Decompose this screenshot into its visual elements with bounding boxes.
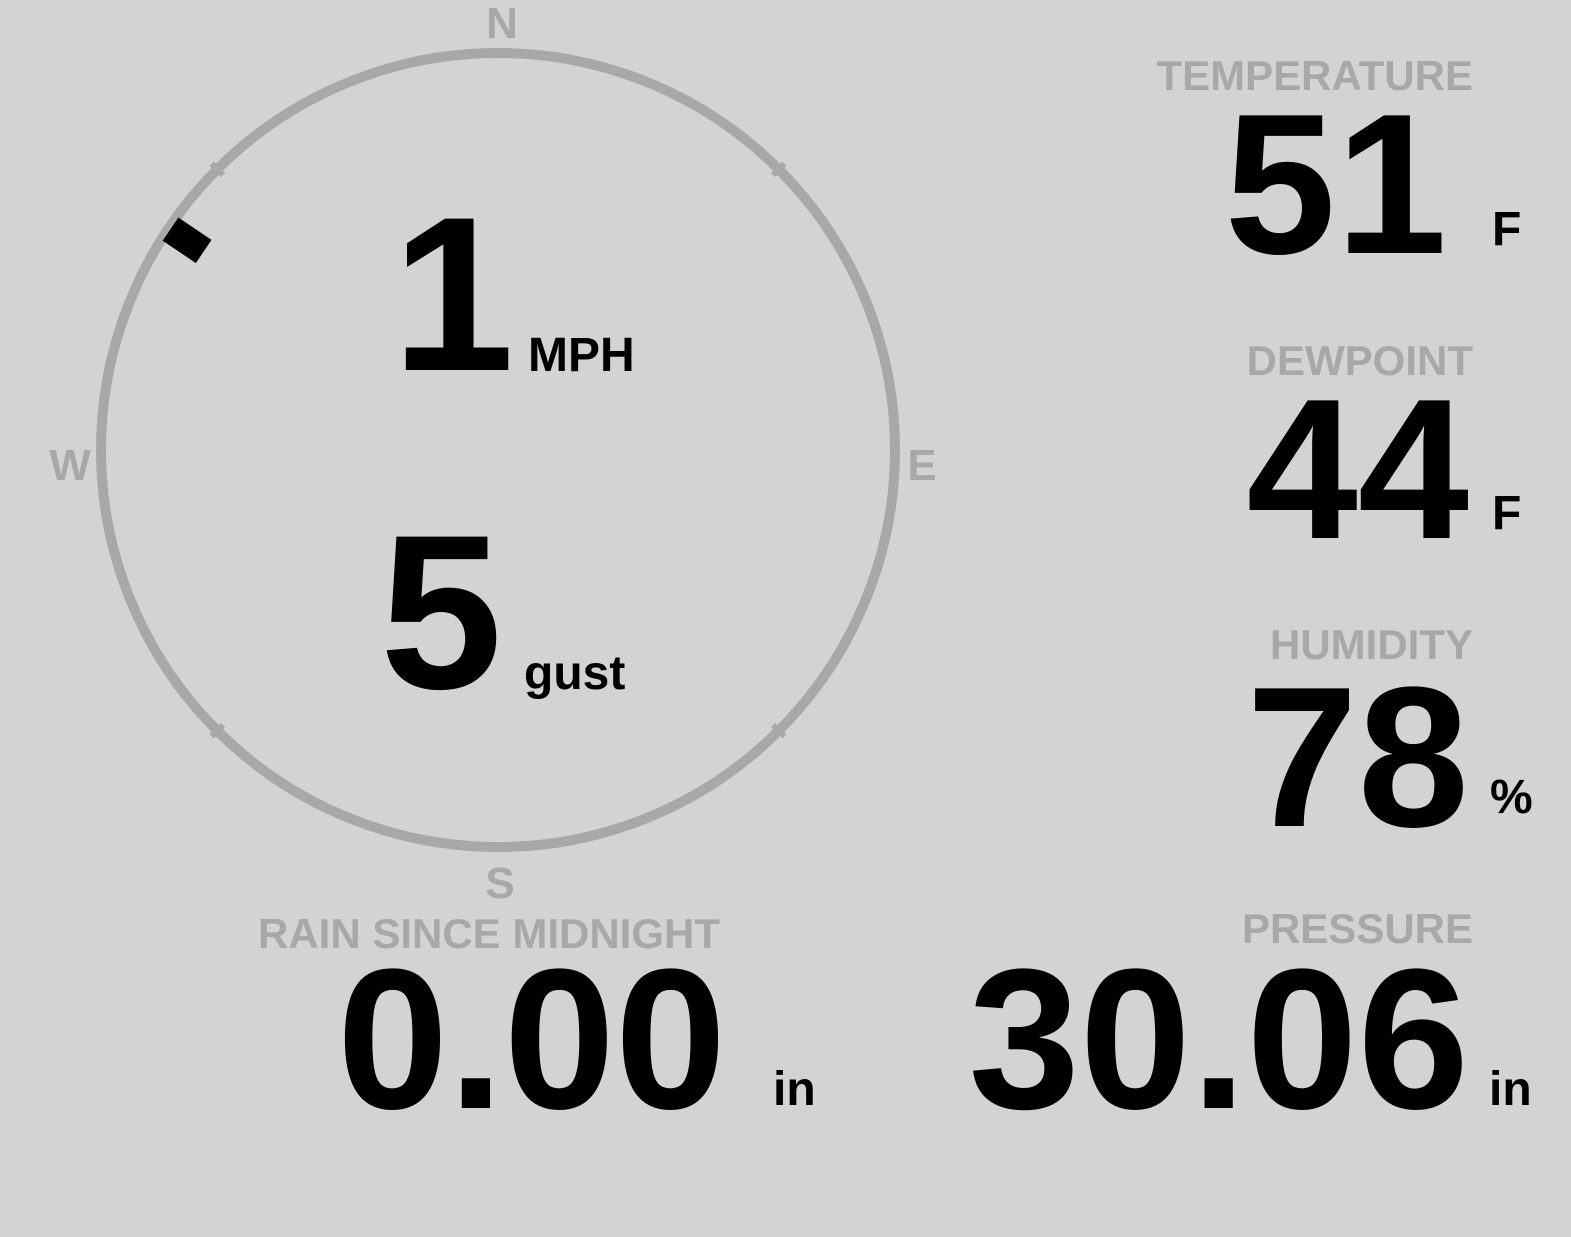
dewpoint-value: 44 xyxy=(1246,358,1469,581)
temperature-unit: F xyxy=(1492,203,1522,256)
dewpoint-card: DEWPOINT xyxy=(1247,340,1473,382)
temperature-label: TEMPERATURE xyxy=(1156,52,1473,99)
temperature-value: 51 xyxy=(1224,73,1447,296)
humidity-card: HUMIDITY xyxy=(1270,624,1473,666)
rain-value: 0.00 xyxy=(337,928,727,1151)
wind-speed-unit: MPH xyxy=(528,329,635,382)
compass-tick xyxy=(770,722,787,739)
humidity-unit: % xyxy=(1490,771,1533,824)
compass-west-label: W xyxy=(49,441,91,490)
humidity-label: HUMIDITY xyxy=(1270,621,1473,668)
compass-tick xyxy=(209,161,226,178)
pressure-label: PRESSURE xyxy=(1241,905,1473,952)
compass-ring xyxy=(96,48,900,852)
compass-tick xyxy=(209,722,226,739)
compass-ticks xyxy=(209,161,787,739)
wind-gust-value: 5 xyxy=(380,489,503,735)
compass-north-label: N xyxy=(486,0,518,48)
rain-label: RAIN SINCE MIDNIGHT xyxy=(258,910,720,957)
pressure-unit: in xyxy=(1489,1063,1532,1116)
wind-direction-marker xyxy=(162,217,212,264)
dewpoint-label: DEWPOINT xyxy=(1246,337,1473,384)
pressure-value: 30.06 xyxy=(968,928,1470,1151)
wind-speed-value: 1 xyxy=(392,171,515,417)
compass-tick xyxy=(770,161,787,178)
pressure-card: PRESSURE xyxy=(1242,908,1473,950)
wind-gust-unit: gust xyxy=(524,647,626,700)
humidity-value: 78 xyxy=(1246,646,1469,869)
temperature-card: TEMPERATURE xyxy=(1156,55,1473,97)
compass-south-label: S xyxy=(485,859,514,908)
compass-east-label: E xyxy=(907,441,936,490)
rain-unit: in xyxy=(773,1063,816,1116)
dewpoint-unit: F xyxy=(1492,487,1522,540)
